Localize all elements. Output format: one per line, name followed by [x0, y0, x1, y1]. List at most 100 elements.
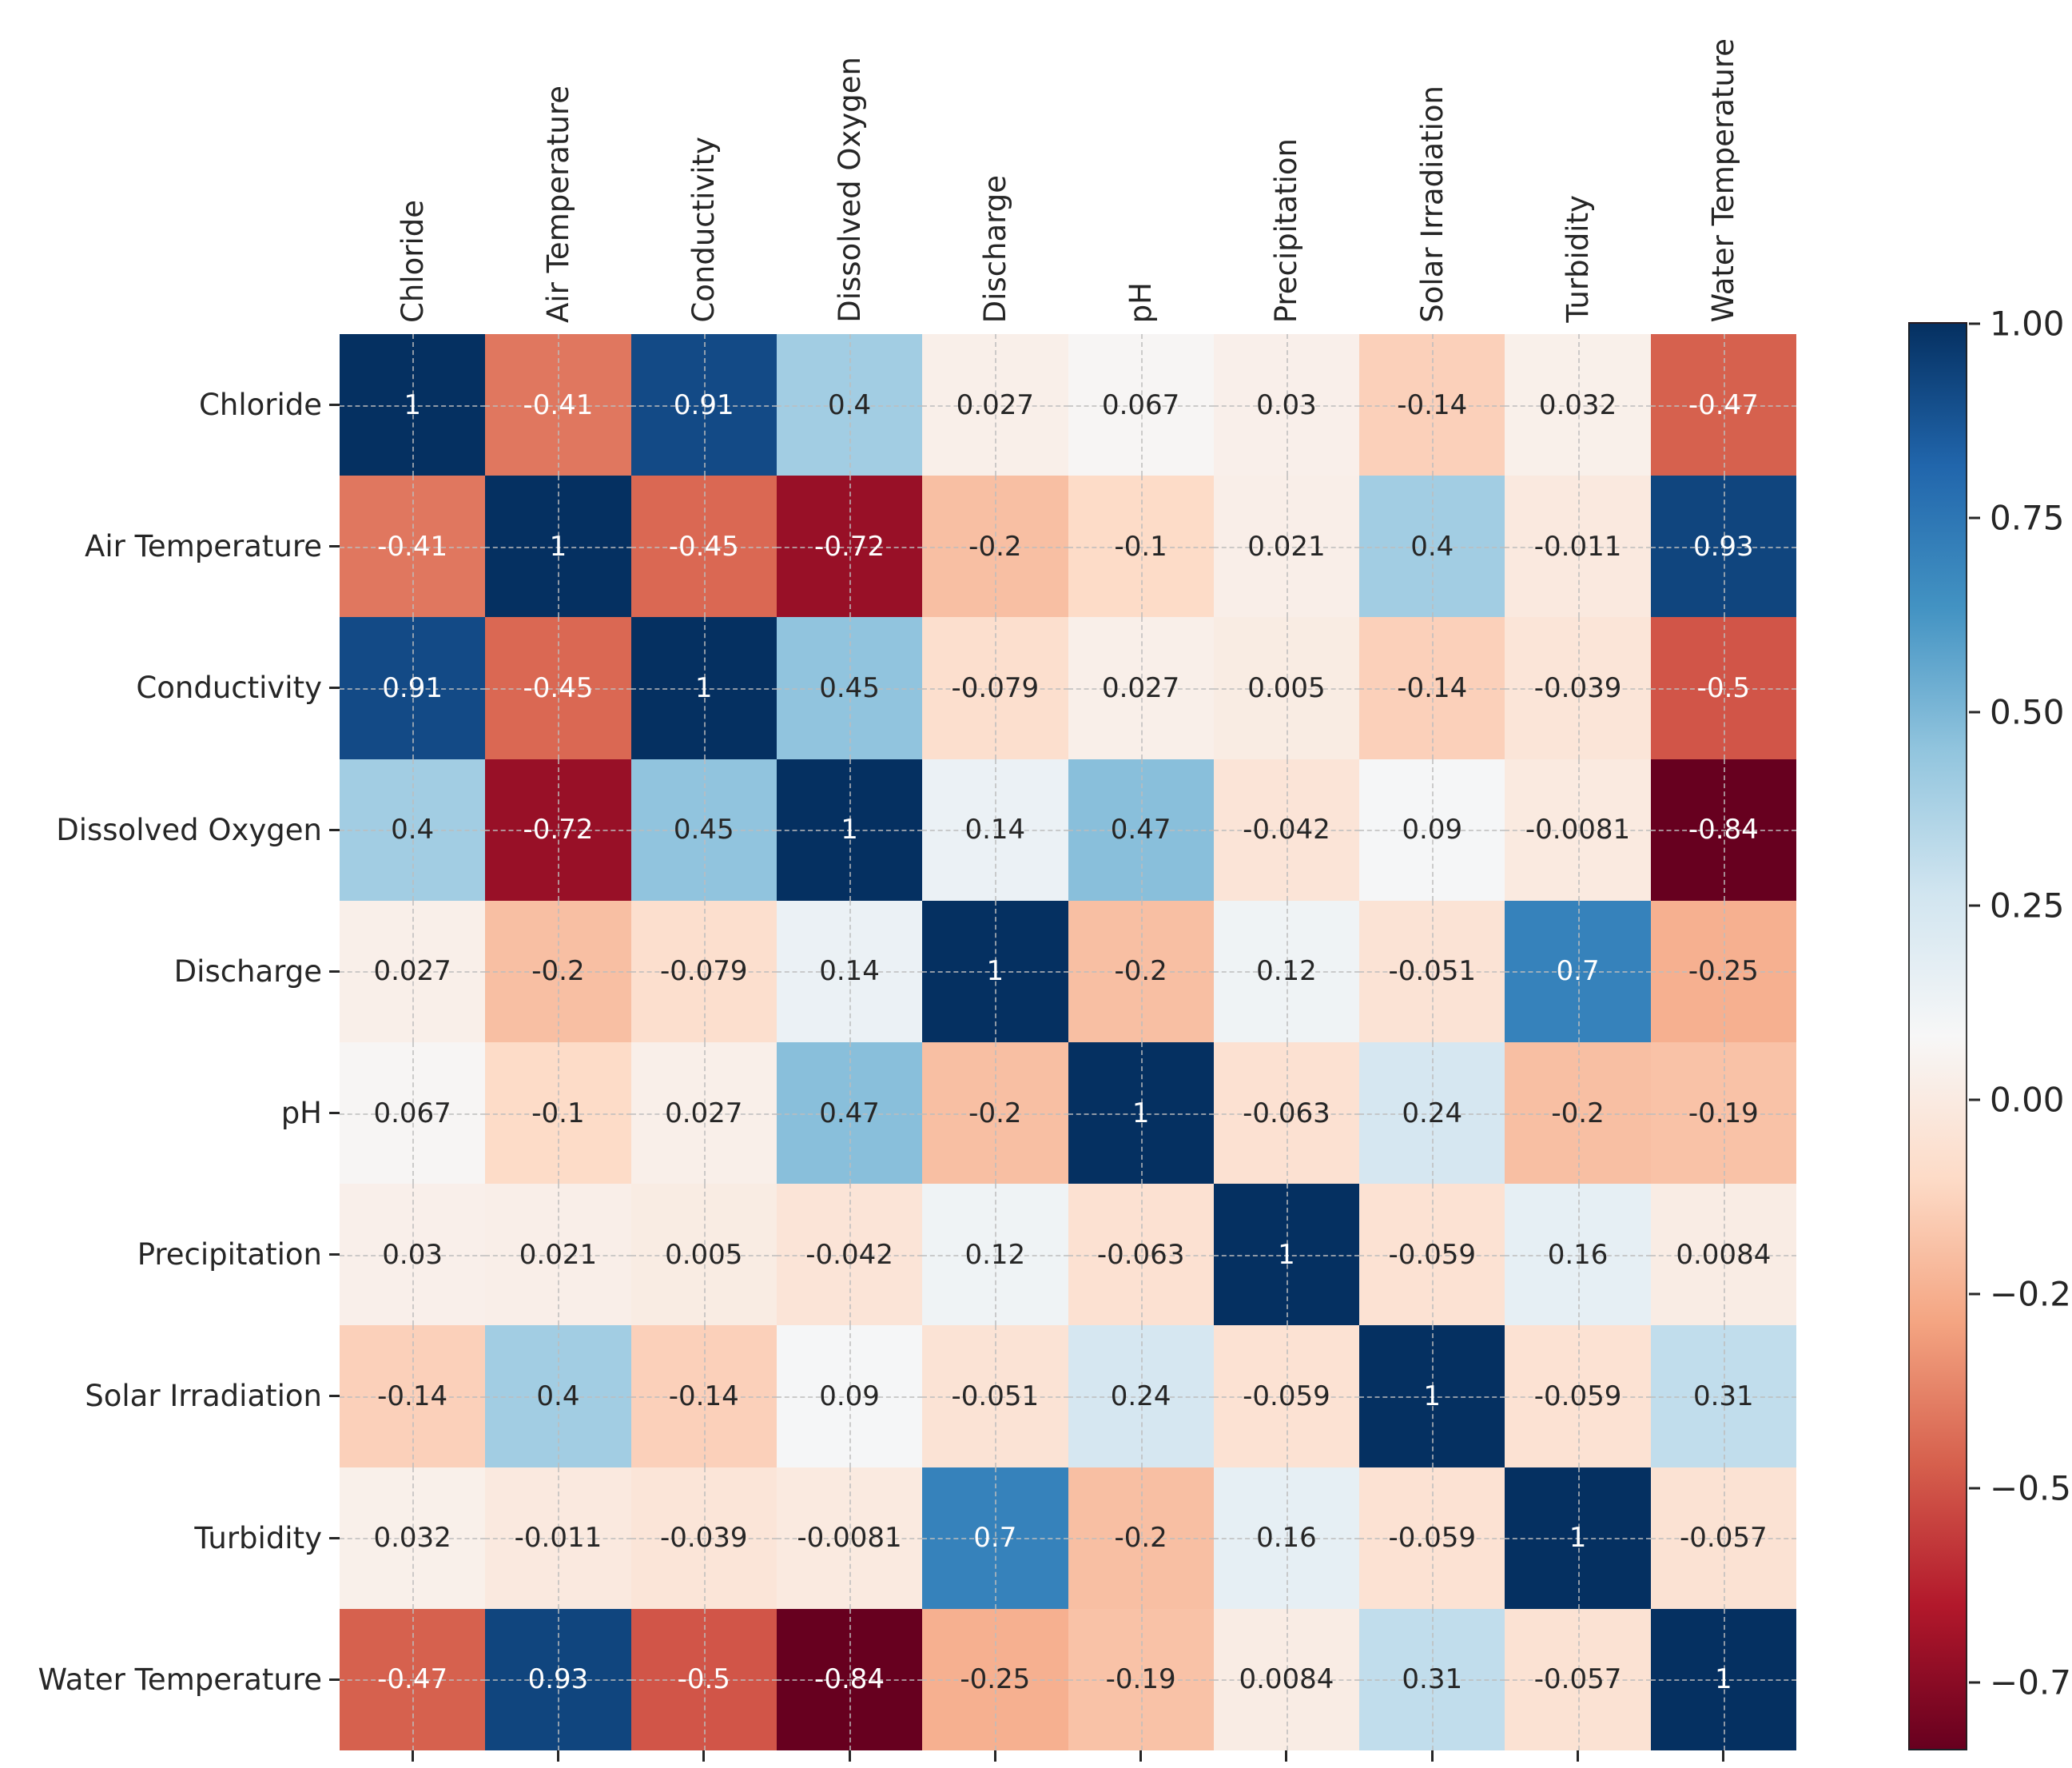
cell-value: 1	[841, 814, 858, 846]
cell-value: -0.25	[1688, 955, 1759, 988]
x-axis-tick	[1430, 1750, 1434, 1762]
cell-value: 0.0084	[1676, 1238, 1772, 1271]
heatmap-cell: 0.14	[776, 900, 923, 1043]
cell-value: -0.051	[951, 1380, 1040, 1412]
column-header: Conductivity	[631, 0, 777, 334]
heatmap-cell: -0.057	[1650, 1467, 1797, 1610]
heatmap-cell: 1	[340, 334, 486, 476]
cell-value: 0.45	[819, 671, 880, 704]
heatmap-cell: 0.032	[1505, 334, 1651, 476]
cell-value: 0.027	[956, 388, 1035, 421]
heatmap-cell: 1	[485, 476, 631, 618]
cell-value: 0.027	[1101, 671, 1180, 704]
y-axis-tick	[329, 1112, 340, 1115]
cell-value: 0.032	[1538, 388, 1617, 421]
cell-value: 0.09	[1402, 814, 1463, 846]
colorbar-tick-mark	[1969, 1292, 1980, 1296]
x-axis-tick-slot	[777, 1750, 922, 1765]
cell-value: -0.45	[668, 530, 739, 563]
x-axis-tick	[848, 1750, 851, 1762]
heatmap-cell: -0.063	[1213, 1041, 1360, 1185]
column-header-label: pH	[1123, 281, 1159, 323]
heatmap-cell: -0.19	[1068, 1608, 1215, 1751]
colorbar-tick-label: 1.00	[1990, 304, 2065, 344]
heatmap-cell: -0.1	[1068, 476, 1215, 618]
row-label-text: Discharge	[173, 954, 322, 989]
y-axis-tick	[329, 1536, 340, 1539]
heatmap-cell: -0.063	[1068, 1184, 1215, 1326]
heatmap-cell: 0.91	[340, 617, 486, 759]
heatmap-cell: -0.2	[1068, 1467, 1215, 1610]
heatmap-cell: 0.027	[922, 334, 1068, 476]
cell-value: 0.47	[1110, 814, 1171, 846]
x-axis-tick	[1722, 1750, 1725, 1762]
heatmap-cell: 0.47	[776, 1041, 923, 1185]
cell-value: -0.41	[377, 530, 448, 563]
heatmap-cell: -0.011	[485, 1467, 631, 1610]
cell-value: 1	[986, 955, 1004, 988]
cell-value: 1	[1131, 1097, 1150, 1129]
cell-value: -0.2	[1114, 955, 1167, 988]
row-label: Conductivity	[0, 617, 340, 759]
cell-value: -0.1	[1114, 530, 1167, 563]
heatmap-cell: -0.039	[1505, 617, 1651, 759]
x-axis-tick-slot	[922, 1750, 1068, 1765]
heatmap-cell: 0.91	[630, 334, 777, 476]
heatmap-cell: 0.14	[922, 759, 1068, 902]
colorbar-tick-label: 0.25	[1990, 886, 2065, 926]
cell-value: 1	[1715, 1663, 1732, 1696]
column-header: Turbidity	[1505, 0, 1650, 334]
column-header-label: Chloride	[395, 200, 430, 323]
heatmap-cell: -0.042	[1213, 759, 1360, 902]
heatmap-cell: 0.45	[630, 759, 777, 902]
y-axis-labels: Chloride Air Temperature Conductivity Disso…	[0, 334, 340, 1750]
heatmap-cell: -0.059	[1359, 1184, 1505, 1326]
cell-value: -0.41	[523, 388, 594, 421]
cell-value: -0.45	[523, 671, 594, 704]
heatmap-cell: 0.16	[1505, 1184, 1651, 1326]
row-label: Air Temperature	[0, 476, 340, 617]
heatmap-cell: -0.2	[922, 1041, 1068, 1185]
cell-value: -0.25	[960, 1663, 1031, 1696]
y-axis-tick	[329, 1253, 340, 1256]
cell-value: 0.027	[665, 1097, 743, 1129]
colorbar-tick: 0.00	[1969, 1081, 2065, 1120]
column-header-label: Conductivity	[686, 137, 722, 323]
heatmap-cell: 0.16	[1213, 1467, 1360, 1610]
colorbar-tick-mark	[1969, 1487, 1980, 1490]
heatmap-cell: 0.027	[340, 900, 486, 1043]
heatmap-cell: 1	[1068, 1041, 1215, 1185]
cell-value: -0.011	[1533, 530, 1622, 563]
heatmap-cell: 1	[1650, 1608, 1797, 1751]
cell-value: -0.2	[1551, 1097, 1605, 1129]
cell-value: 0.4	[536, 1380, 580, 1412]
heatmap-cell: -0.079	[922, 617, 1068, 759]
x-axis-tick-slot	[340, 1750, 485, 1765]
heatmap-cell: -0.1	[485, 1041, 631, 1185]
cell-value: 0.14	[819, 955, 880, 988]
y-axis-tick	[329, 828, 340, 831]
cell-value: -0.84	[1688, 814, 1759, 846]
colorbar-tick: 0.75	[1969, 498, 2065, 537]
cell-value: 0.47	[819, 1097, 880, 1129]
heatmap-cell: -0.14	[1359, 617, 1505, 759]
row-label: Precipitation	[0, 1184, 340, 1325]
cell-value: -0.72	[523, 814, 594, 846]
heatmap-cell: 0.03	[1213, 334, 1360, 476]
row-label: pH	[0, 1042, 340, 1184]
heatmap-cell: 0.067	[1068, 334, 1215, 476]
cell-value: 0.03	[1256, 388, 1317, 421]
heatmap-cell: 0.021	[485, 1184, 631, 1326]
heatmap-cell: -0.47	[1650, 334, 1797, 476]
cell-value: 0.067	[1101, 388, 1180, 421]
cell-value: 1	[549, 530, 567, 563]
colorbar-tick-mark	[1969, 904, 1980, 907]
colorbar-tick-label: 0.75	[1990, 498, 2065, 538]
heatmap-cell: 1	[1213, 1184, 1360, 1326]
row-label-text: Solar Irradiation	[85, 1379, 322, 1414]
cell-value: 0.16	[1547, 1238, 1609, 1271]
column-header: Dissolved Oxygen	[777, 0, 922, 334]
x-axis-tick	[1577, 1750, 1580, 1762]
cell-value: -0.1	[531, 1097, 585, 1129]
cell-value: -0.0081	[797, 1522, 902, 1555]
